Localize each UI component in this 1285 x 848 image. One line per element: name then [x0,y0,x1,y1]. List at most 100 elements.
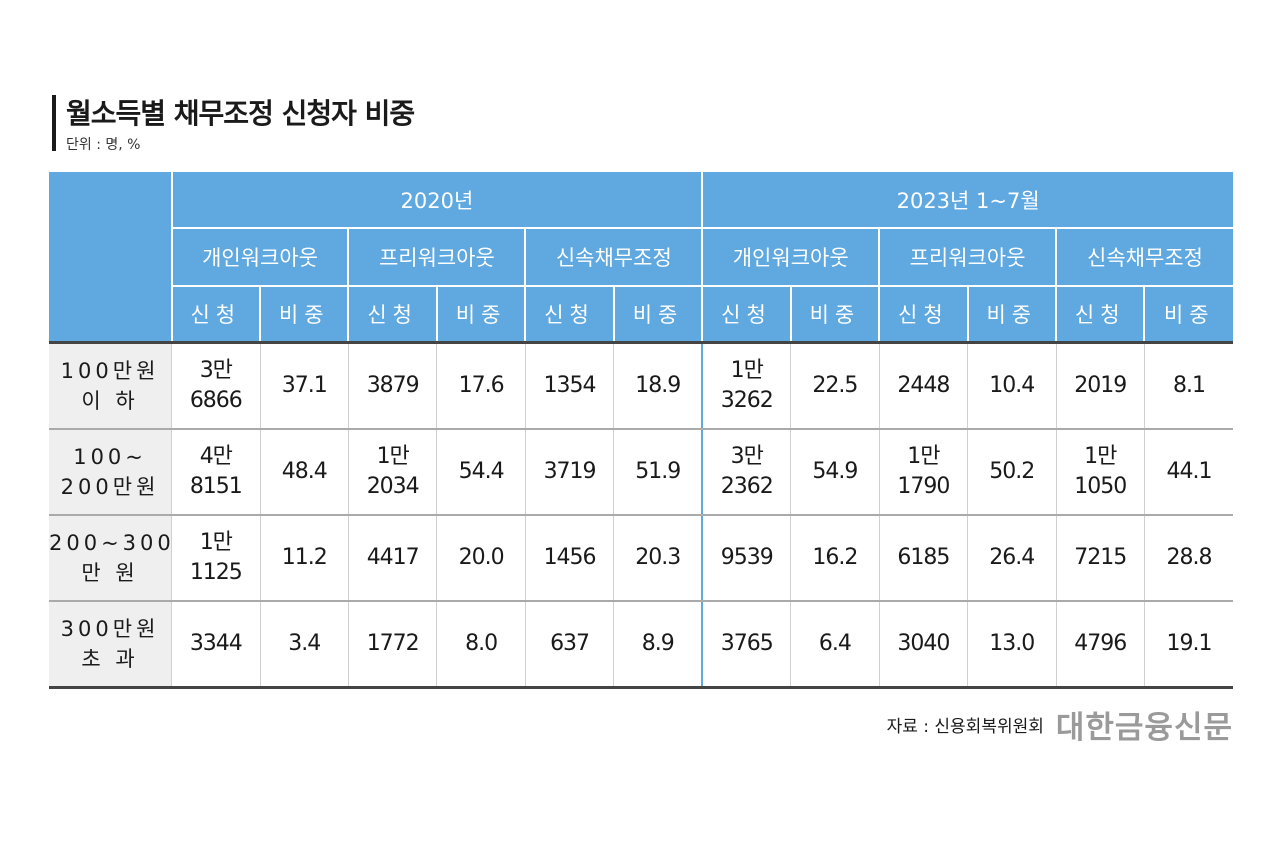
income-bracket-label-line: 300만원 [60,617,160,641]
income-bracket-label: 200~300 만 원 [49,515,175,602]
applicant-count-value: 9539 [720,545,774,570]
applicant-count-cell: 3만 6866 [171,341,261,430]
table-body: 100만원 이 하 3만 6866 37.1 3879 17.6 1354 18.9 1만 3262… [49,341,1233,689]
applicant-count-value: 1만 [907,444,940,469]
share-value: 3.4 [288,631,321,656]
applicant-count-cell: 1만 1050 [1055,429,1145,516]
applicant-count-value: 4796 [1074,631,1127,656]
title-accent-bar [52,95,56,151]
applicant-count-value: 637 [550,631,590,656]
applicant-count-cell: 1만 1790 [878,429,968,516]
income-bracket-label-line: 이 하 [81,389,139,413]
applicant-count-cell: 3879 [347,341,437,430]
applicant-count-value: 3040 [897,631,950,656]
program-header: 프리워크아웃 [878,228,1057,287]
share-cell: 37.1 [259,341,349,430]
share-value: 54.4 [458,459,505,484]
metric-header-share: 비중 [789,286,880,343]
share-value: 48.4 [281,459,328,484]
table-row: 200~300 만 원 1만 1125 11.2 4417 20.0 1456 20.3 9539… [49,515,1233,602]
applicant-count-value: 6185 [897,545,950,570]
share-value: 20.0 [458,545,505,570]
applicant-count-value: 2019 [1074,373,1127,398]
share-cell: 6.4 [790,601,880,689]
applicant-count-cell: 4만 8151 [171,429,261,516]
metric-header-share: 비중 [1143,286,1233,343]
applicant-count-value: 2362 [720,474,774,499]
metric-header-share: 비중 [435,286,526,343]
share-value: 6.4 [818,631,852,656]
applicant-count-value: 1050 [1074,474,1127,499]
income-bracket-label-line: 200만원 [60,475,160,499]
debt-adjustment-table: 2020년 2023년 1~7월 개인워크아웃 프리워크아웃 신속채무조정 개인… [49,172,1233,689]
applicant-count-value: 2034 [366,474,420,499]
applicant-count-value: 3765 [720,631,774,656]
income-bracket-label-line: 만 원 [81,561,139,585]
applicant-count-cell: 637 [524,601,614,689]
income-bracket-label-line: 100~ [73,445,147,469]
applicant-count-value: 1만 [199,530,233,555]
share-cell: 10.4 [967,341,1057,430]
share-value: 8.9 [641,631,675,656]
applicant-count-value: 3879 [366,373,420,398]
income-bracket-label-line: 100만원 [60,359,160,383]
share-value: 10.4 [989,373,1035,398]
program-header: 개인워크아웃 [170,228,349,287]
applicant-count-value: 8151 [189,474,243,499]
share-cell: 8.0 [436,601,526,689]
applicant-count-value: 1772 [366,631,420,656]
applicant-count-cell: 1354 [524,341,614,430]
share-cell: 51.9 [613,429,703,516]
share-value: 28.8 [1166,545,1212,570]
table-row: 300만원 초 과 3344 3.4 1772 8.0 637 8.9 3765 6.4 3040 1… [49,601,1233,689]
metric-header-apply: 신청 [878,286,968,343]
applicant-count-value: 3719 [543,459,597,484]
source-text: 자료 : 신용회복위원회 [886,717,1044,737]
applicant-count-value: 1125 [189,560,243,585]
share-value: 11.2 [281,545,328,570]
share-cell: 16.2 [790,515,880,602]
applicant-count-cell: 7215 [1055,515,1145,602]
applicant-count-value: 1790 [897,474,950,499]
period-header-2020: 2020년 [170,172,703,229]
share-value: 20.3 [635,545,681,570]
metric-header-share: 비중 [966,286,1057,343]
applicant-count-value: 3344 [189,631,243,656]
share-cell: 8.9 [613,601,703,689]
program-header: 신속채무조정 [524,228,703,287]
share-cell: 28.8 [1143,515,1233,602]
share-cell: 54.9 [790,429,880,516]
applicant-count-cell: 3765 [701,601,791,689]
source-footer: 자료 : 신용회복위원회 대한금융신문 [887,702,1233,747]
applicant-count-value: 4만 [199,444,233,469]
share-value: 8.0 [465,631,498,656]
applicant-count-value: 3만 [730,444,764,469]
applicant-count-value: 1354 [543,373,597,398]
chart-title: 월소득별 채무조정 신청자 비중 [66,97,415,130]
metric-header-apply: 신청 [1055,286,1145,343]
applicant-count-cell: 6185 [878,515,968,602]
unit-label: 단위 : 명, % [66,137,141,153]
share-cell: 54.4 [436,429,526,516]
applicant-count-value: 6866 [189,388,243,413]
applicant-count-cell: 1만 2034 [347,429,437,516]
share-value: 13.0 [989,631,1035,656]
applicant-count-cell: 1456 [524,515,614,602]
income-bracket-label-line: 200~300 [49,531,175,555]
program-header: 프리워크아웃 [347,228,526,287]
share-value: 19.1 [1166,631,1212,656]
share-value: 22.5 [812,373,858,398]
share-cell: 19.1 [1143,601,1233,689]
share-value: 17.6 [458,373,505,398]
metric-header-share: 비중 [612,286,703,343]
applicant-count-value: 3262 [720,388,774,413]
applicant-count-cell: 2448 [878,341,968,430]
applicant-count-cell: 4796 [1055,601,1145,689]
applicant-count-value: 1만 [1084,444,1117,469]
program-header: 개인워크아웃 [701,228,880,287]
income-bracket-label: 100~ 200만원 [49,429,172,516]
applicant-count-value: 4417 [366,545,420,570]
share-value: 18.9 [635,373,681,398]
share-value: 26.4 [989,545,1035,570]
